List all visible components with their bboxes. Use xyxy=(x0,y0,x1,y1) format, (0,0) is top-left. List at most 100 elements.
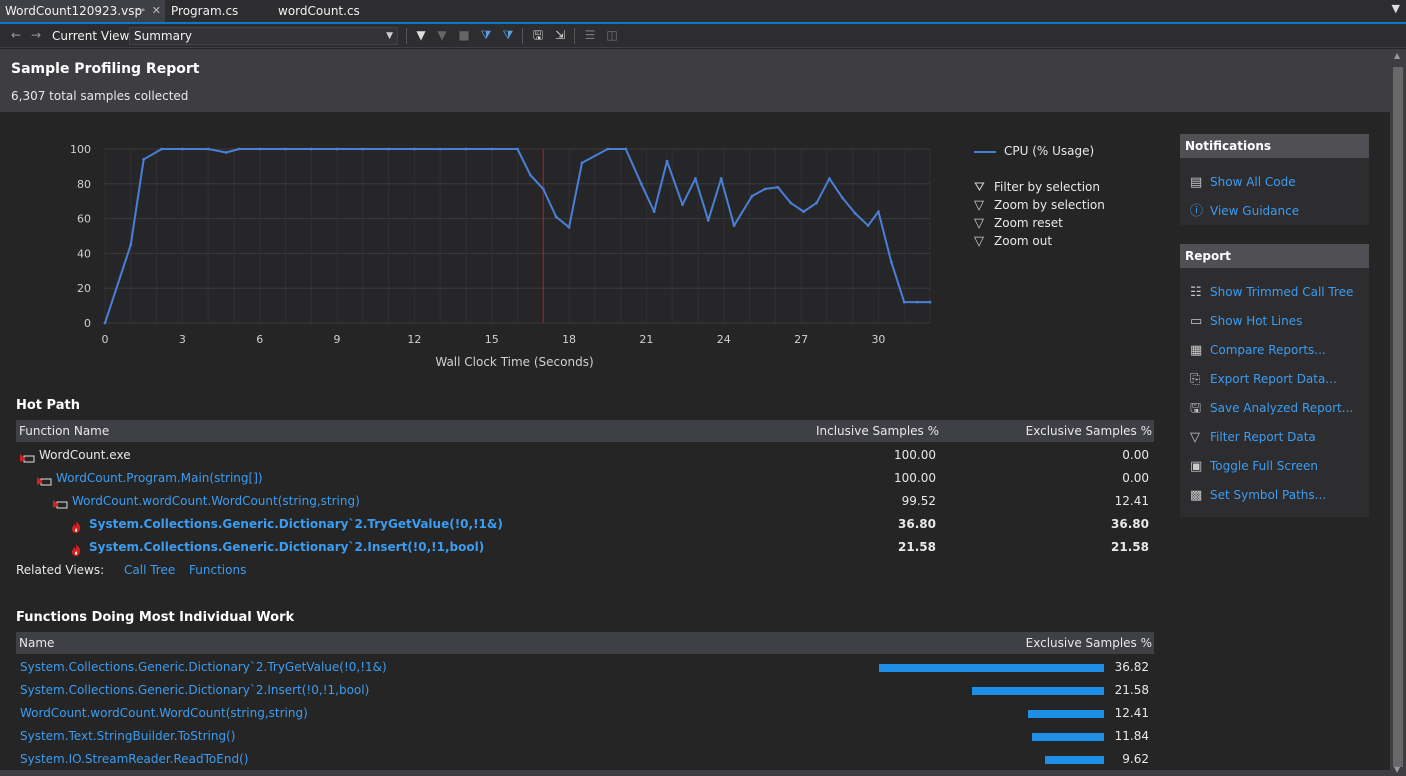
data-point xyxy=(776,185,780,189)
save-analyzed-report-link[interactable]: 🖫 Save Analyzed Report... xyxy=(1190,399,1353,417)
exclusive-samples: 21.58 xyxy=(1111,540,1149,554)
info-icon: ⓘ xyxy=(1190,204,1204,219)
report-panel: Report ☷ Show Trimmed Call Tree ▭ Show Hot… xyxy=(1180,244,1369,517)
exclusive-samples-bar xyxy=(1045,756,1104,764)
data-point xyxy=(624,147,628,151)
table-row[interactable]: WordCount.Program.Main(string[]) 100.00 0.… xyxy=(16,467,1154,490)
data-point xyxy=(915,300,919,304)
scroll-down-icon[interactable]: ▼ xyxy=(1394,765,1401,774)
data-point xyxy=(541,187,545,191)
table-row[interactable]: WordCount.wordCount.WordCount(string,str… xyxy=(16,702,1154,725)
data-point xyxy=(719,177,723,180)
action-label: Zoom out xyxy=(994,234,1053,248)
data-point xyxy=(681,203,684,207)
inclusive-samples: 21.58 xyxy=(898,540,936,554)
function-icon xyxy=(52,496,68,508)
filter-icon: ▽ xyxy=(1190,430,1200,445)
vertical-scrollbar[interactable]: ▲ ▼ xyxy=(1390,49,1406,776)
col-inclusive[interactable]: Inclusive Samples % xyxy=(815,424,939,438)
back-arrow-icon[interactable]: ← xyxy=(10,28,22,42)
scroll-up-icon[interactable]: ▲ xyxy=(1394,51,1401,60)
function-name[interactable]: WordCount.wordCount.WordCount(string,str… xyxy=(20,706,308,720)
function-name[interactable]: System.IO.StreamReader.ReadToEnd() xyxy=(20,752,249,766)
tab-dropdown-icon[interactable]: ▼ xyxy=(1391,2,1400,15)
table-row[interactable]: WordCount.exe 100.00 0.00 xyxy=(16,444,1154,467)
zoom-by-selection-action[interactable]: ▽ Zoom by selection xyxy=(974,197,1105,213)
item-label: Show Hot Lines xyxy=(1210,314,1303,328)
save-icon[interactable]: 🖫 xyxy=(532,28,544,42)
compare-reports-link[interactable]: ▦ Compare Reports... xyxy=(1190,341,1326,359)
layout-split-icon[interactable]: ◫ xyxy=(606,28,618,42)
page-title: Sample Profiling Report xyxy=(11,61,200,77)
col-exclusive[interactable]: Exclusive Samples % xyxy=(1025,636,1152,650)
filter-clear-icon[interactable]: ▼ xyxy=(437,28,447,42)
forward-arrow-icon[interactable]: → xyxy=(30,28,42,42)
table-row[interactable]: System.Collections.Generic.Dictionary`2.… xyxy=(16,536,1154,559)
show-trimmed-call-tree-link[interactable]: ☷ Show Trimmed Call Tree xyxy=(1190,283,1353,301)
col-function-name[interactable]: Function Name xyxy=(19,424,110,438)
table-row[interactable]: System.Collections.Generic.Dictionary`2.… xyxy=(16,656,1154,679)
filter-apply-icon[interactable]: ⧩ xyxy=(502,28,514,42)
tab-label: wordCount.cs xyxy=(278,4,360,18)
call-tree-link[interactable]: Call Tree xyxy=(124,563,176,577)
col-name[interactable]: Name xyxy=(19,636,55,650)
exclusive-samples-value: 9.62 xyxy=(1122,752,1149,766)
y-tick-label: 20 xyxy=(77,282,91,295)
layout-horizontal-icon[interactable]: ☰ xyxy=(584,28,596,42)
table-row[interactable]: System.Text.StringBuilder.ToString() 11.8… xyxy=(16,725,1154,748)
report-panel-title: Report xyxy=(1180,244,1369,268)
filter-report-data-link[interactable]: ▽ Filter Report Data xyxy=(1190,428,1316,446)
y-tick-label: 60 xyxy=(77,213,91,226)
inclusive-samples: 100.00 xyxy=(894,471,936,485)
individual-work-title: Functions Doing Most Individual Work xyxy=(16,610,295,625)
function-name[interactable]: WordCount.Program.Main(string[]) xyxy=(56,471,263,485)
function-name[interactable]: WordCount.wordCount.WordCount(string,str… xyxy=(72,494,360,508)
zoom-out-action[interactable]: ▽ Zoom out xyxy=(974,233,1052,249)
data-point xyxy=(652,210,656,214)
current-view-select[interactable]: Summary ▼ xyxy=(129,27,398,45)
function-name[interactable]: System.Collections.Generic.Dictionary`2.… xyxy=(89,540,485,554)
filter-by-selection-action[interactable]: ⛛ Filter by selection xyxy=(974,179,1100,195)
scrollbar-thumb[interactable] xyxy=(1393,67,1403,767)
pin-icon[interactable]: ⊸ xyxy=(136,5,145,16)
view-guidance-link[interactable]: ⓘ View Guidance xyxy=(1190,202,1299,220)
funnel-icon: ▽ xyxy=(974,216,984,231)
export-icon[interactable]: ⇲ xyxy=(554,28,566,42)
data-point xyxy=(438,147,442,151)
tab-program-cs[interactable]: Program.cs xyxy=(166,0,266,22)
function-name[interactable]: System.Collections.Generic.Dictionary`2.… xyxy=(20,660,387,674)
function-name[interactable]: System.Collections.Generic.Dictionary`2.… xyxy=(89,517,503,531)
symbol-paths-icon: ▩ xyxy=(1190,488,1203,503)
data-point xyxy=(528,173,532,177)
data-point xyxy=(928,300,932,304)
table-row[interactable]: System.Collections.Generic.Dictionary`2.… xyxy=(16,679,1154,702)
horizontal-scrollbar[interactable] xyxy=(0,770,1390,776)
set-symbol-paths-link[interactable]: ▩ Set Symbol Paths... xyxy=(1190,486,1326,504)
tab-wordcount-cs[interactable]: wordCount.cs xyxy=(273,0,373,22)
table-row[interactable]: System.Collections.Generic.Dictionary`2.… xyxy=(16,513,1154,536)
table-row[interactable]: System.IO.StreamReader.ReadToEnd() 9.62 xyxy=(16,748,1154,771)
close-icon[interactable]: ✕ xyxy=(151,4,161,17)
inclusive-samples: 36.80 xyxy=(898,517,936,531)
toolbar: ← → Current View: Summary ▼ ▼ ▼ ■ ⧩ ⧩ 🖫 … xyxy=(0,24,1406,48)
x-tick-label: 27 xyxy=(794,333,808,346)
function-name[interactable]: System.Collections.Generic.Dictionary`2.… xyxy=(20,683,370,697)
tab-wordcount-vsp[interactable]: WordCount120923.vsp ⊸ ✕ xyxy=(0,0,165,22)
filter-zoom-icon[interactable]: ⧩ xyxy=(480,28,492,42)
show-hot-lines-link[interactable]: ▭ Show Hot Lines xyxy=(1190,312,1302,330)
tab-label: Program.cs xyxy=(171,4,239,18)
stop-icon[interactable]: ■ xyxy=(458,28,470,42)
export-report-data-link[interactable]: ⎘ Export Report Data... xyxy=(1190,370,1337,388)
hot-path-title: Hot Path xyxy=(16,398,80,413)
filter-icon[interactable]: ▼ xyxy=(416,28,426,42)
cpu-usage-chart[interactable]: 0 20 40 60 80 100 0 3 6 9 12 15 18 21 24 27 30 Wall Clock… xyxy=(60,135,940,380)
show-all-code-link[interactable]: ▤ Show All Code xyxy=(1190,173,1296,191)
function-name[interactable]: System.Text.StringBuilder.ToString() xyxy=(20,729,236,743)
col-exclusive[interactable]: Exclusive Samples % xyxy=(1025,424,1152,438)
table-row[interactable]: WordCount.wordCount.WordCount(string,str… xyxy=(16,490,1154,513)
zoom-reset-action[interactable]: ▽ Zoom reset xyxy=(974,215,1063,231)
data-point xyxy=(309,147,313,151)
data-point xyxy=(160,147,164,151)
toggle-full-screen-link[interactable]: ▣ Toggle Full Screen xyxy=(1190,457,1318,475)
functions-link[interactable]: Functions xyxy=(189,563,247,577)
